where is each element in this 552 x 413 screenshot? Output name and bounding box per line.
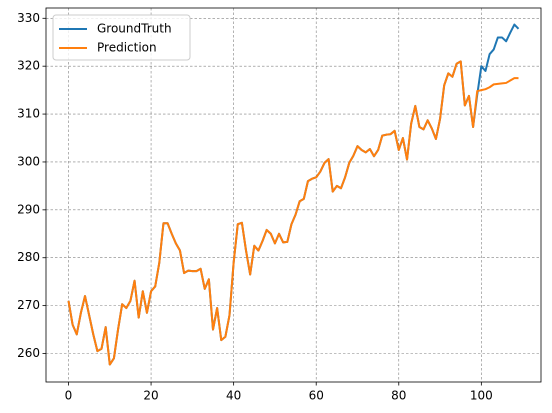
series-line xyxy=(67,60,519,366)
legend-label: Prediction xyxy=(97,41,157,55)
y-tick-label: 330 xyxy=(17,11,40,25)
x-tick-label: 60 xyxy=(309,389,324,403)
y-tick-label: 320 xyxy=(17,59,40,73)
y-tick-label: 310 xyxy=(17,107,40,121)
x-tick-label: 80 xyxy=(391,389,406,403)
y-tick-label: 260 xyxy=(17,346,40,360)
x-tick-label: 0 xyxy=(65,389,73,403)
plot-frame xyxy=(45,7,542,383)
legend-box xyxy=(52,14,191,61)
y-tick-label: 280 xyxy=(17,250,40,264)
legend-label: GroundTruth xyxy=(97,22,172,36)
y-tick-label: 290 xyxy=(17,202,40,216)
x-tick-label: 20 xyxy=(143,389,158,403)
legend: GroundTruth Prediction xyxy=(52,14,191,61)
x-tick-label: 40 xyxy=(226,389,241,403)
y-tick-label: 300 xyxy=(17,154,40,168)
y-tick-label: 270 xyxy=(17,298,40,312)
x-tick-label: 100 xyxy=(470,389,493,403)
